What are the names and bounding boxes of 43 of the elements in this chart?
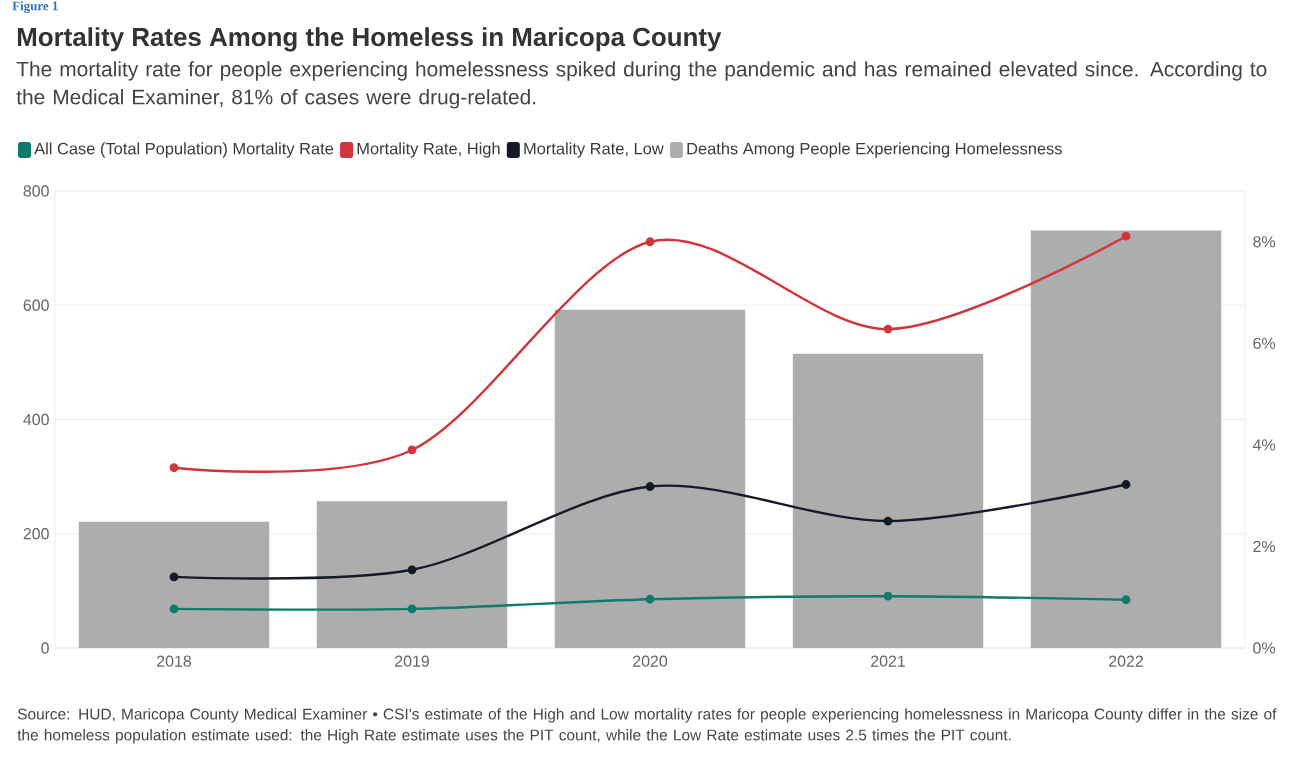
point (645, 237, 655, 247)
y-tick-label: 0 (41, 642, 49, 654)
bar (792, 353, 984, 648)
y2-tick-label: 4% (1252, 439, 1276, 451)
x-tick-label: 2019 (395, 655, 429, 667)
point (883, 516, 893, 526)
y2-tick-label: 0% (1253, 642, 1276, 654)
bar (1030, 230, 1222, 648)
legend-label: All Case (Total Population) Mortality Rate (34, 142, 334, 158)
point (1121, 595, 1131, 605)
y2-tick-label: 2% (1253, 540, 1276, 553)
y-tick-label: 400 (23, 413, 49, 426)
y-tick-label: 600 (23, 299, 49, 311)
source-note: Source: HUD, Maricopa County Medical Examiner • CSI's estimate of the High and Low mortality rates for people experiencing homelessness in Maricopa County differ in the size of the homeless population estimate used: the High Rate estimate uses the PIT count, while the Low Rate estimate uses 2.5 times the PIT count. (17, 708, 1277, 744)
y-tick-label: 800 (23, 185, 49, 197)
x-tick-label: 2020 (633, 655, 668, 667)
point (169, 604, 179, 614)
bar (554, 309, 746, 648)
x-tick-label: 2022 (1109, 655, 1143, 667)
bar (78, 521, 270, 648)
point (407, 445, 417, 455)
y2-tick-label: 8% (1253, 236, 1276, 248)
legend-label: Deaths Among People Experiencing Homelessness (687, 142, 1062, 158)
point (169, 463, 179, 473)
point (1121, 480, 1131, 489)
point (645, 482, 655, 491)
point (883, 324, 893, 334)
point (1121, 231, 1131, 241)
x-tick-label: 2021 (871, 655, 905, 667)
point (169, 572, 179, 582)
caption: Figure 1 (12, 1, 58, 14)
legend-label: Mortality Rate, High (357, 142, 500, 158)
bar (316, 501, 508, 648)
chart-title: Mortality Rates Among the Homeless in Maricopa County (17, 27, 722, 52)
point (645, 594, 655, 604)
y-tick-label: 200 (23, 528, 49, 540)
y2-tick-label: 6% (1253, 337, 1276, 349)
x-tick-label: 2018 (157, 655, 192, 667)
legend-label: Mortality Rate, Low (524, 142, 664, 158)
point (407, 604, 417, 614)
chart-subtitle: The mortality rate for people experiencing homelessness spiked during the pandemic and has remained elevated since. According to the Medical Examiner, 81% of cases were drug-related. (16, 61, 1267, 109)
point (407, 565, 417, 575)
point (883, 591, 893, 601)
